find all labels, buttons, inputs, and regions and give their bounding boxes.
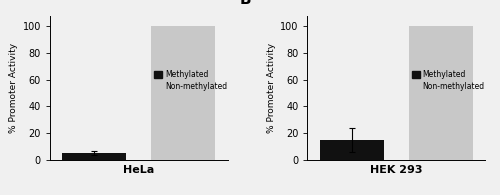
Legend: Methylated, Non-methylated: Methylated, Non-methylated [412,70,484,91]
Bar [151,26,215,160]
Bar [320,140,384,160]
Bar [408,26,472,160]
Y-axis label: % Promoter Activity: % Promoter Activity [10,43,18,133]
Bar [62,153,126,160]
Y-axis label: % Promoter Activity: % Promoter Activity [267,43,276,133]
Text: B: B [240,0,252,7]
Legend: Methylated, Non-methylated: Methylated, Non-methylated [154,70,228,91]
